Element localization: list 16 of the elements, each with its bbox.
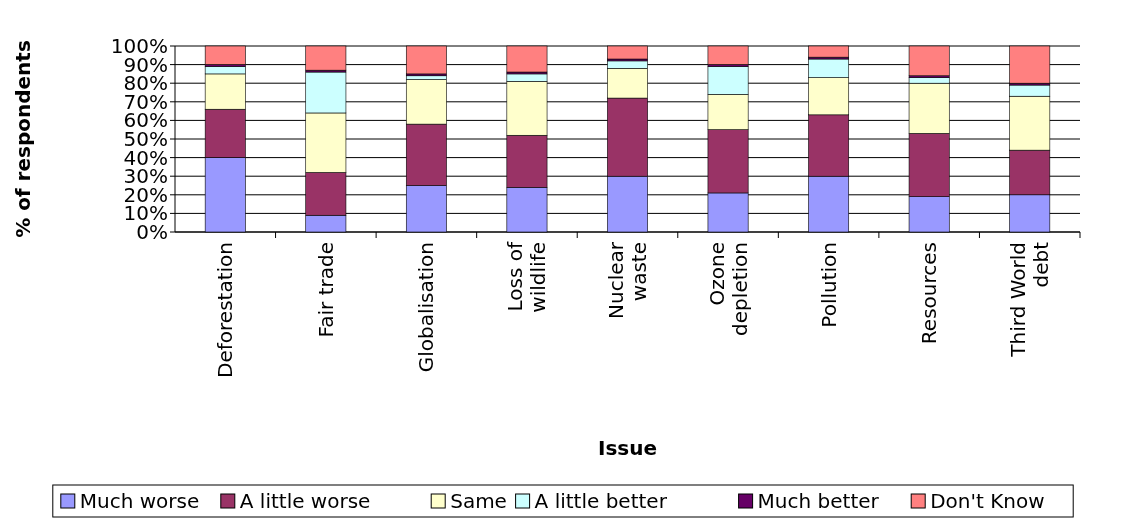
x-tick-label: Nuclear waste <box>604 241 651 319</box>
legend-label: Don't Know <box>930 489 1045 513</box>
x-tick-label: Deforestation <box>213 242 238 378</box>
legend-label: Same <box>450 489 507 513</box>
legend-label: A little worse <box>239 489 371 513</box>
x-tick-label: Resources <box>917 242 942 345</box>
x-axis-title: Issue <box>597 436 658 460</box>
x-tick-label: Fair trade <box>313 242 338 338</box>
legend-label: Much better <box>757 489 880 513</box>
x-tick-label: Loss of wildlife <box>503 241 551 313</box>
x-tick-label: Third World debt <box>1006 241 1054 358</box>
legend-label: Much worse <box>79 489 200 513</box>
legend-label: A little better <box>534 489 668 513</box>
x-tick-label: Globalisation <box>414 242 439 373</box>
y-axis-title: % of respondents <box>11 40 35 238</box>
x-tick-label: Pollution <box>816 242 841 328</box>
